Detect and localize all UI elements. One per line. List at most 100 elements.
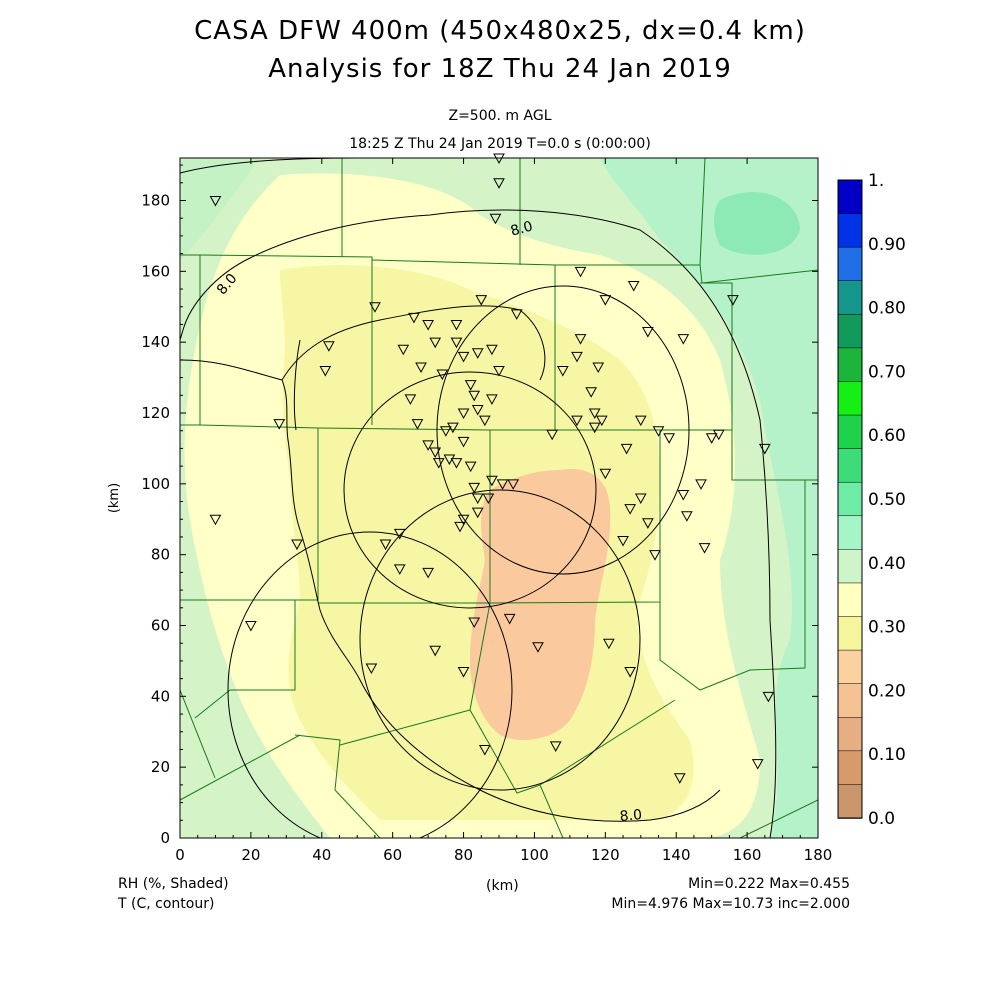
- station-marker: [620, 443, 633, 455]
- colorbar-swatch: [837, 179, 863, 215]
- colorbar-label: 0.20: [868, 681, 906, 701]
- station-marker: [603, 638, 615, 650]
- colorbar-label: 0.10: [868, 745, 906, 765]
- rh-band-030: [280, 265, 694, 820]
- station-marker: [365, 663, 378, 675]
- colorbar-swatch: [837, 246, 863, 282]
- rh-band-020-min: [470, 469, 611, 740]
- field-label-rh: RH (%, Shaded): [118, 876, 229, 892]
- colorbar-swatch: [837, 381, 863, 416]
- level-label: Z=500. m AGL: [448, 108, 552, 124]
- station-marker: [475, 295, 488, 306]
- y-axis-label: (km): [107, 483, 122, 513]
- contour-label: 8.0: [509, 218, 535, 239]
- colorbar-frame: [837, 179, 863, 819]
- station-marker: [482, 493, 495, 505]
- station-marker: [624, 667, 636, 678]
- station-marker: [556, 366, 569, 377]
- plot-title-line2: Analysis for 18Z Thu 24 Jan 2019: [268, 54, 732, 84]
- station-marker: [642, 327, 654, 338]
- colorbar-label: 0.50: [868, 490, 906, 510]
- rh-band-035: [184, 173, 761, 838]
- map-axes: 0 20 40 60 80 100 120 140 160 180 0 20 40 60 80 100 120 1…: [107, 158, 832, 864]
- colorbar-swatch: [837, 414, 863, 450]
- y-tick-label: 40: [151, 687, 170, 705]
- station-marker: [464, 380, 477, 391]
- x-tick-label: 0: [175, 846, 185, 864]
- station-marker: [588, 422, 601, 434]
- station-marker: [571, 351, 583, 363]
- y-tick-label: 100: [141, 475, 170, 493]
- station-marker: [695, 479, 707, 490]
- colorbar-label: 1.: [868, 171, 884, 191]
- x-tick-label: 140: [662, 846, 691, 864]
- station-marker: [454, 521, 466, 533]
- station-marker: [447, 422, 459, 434]
- colorbar-swatch: [837, 582, 863, 618]
- station-marker: [369, 302, 381, 313]
- y-tick-label: 80: [151, 546, 170, 564]
- field-label-t: T (C, contour): [118, 896, 215, 912]
- stats-t: Min=4.976 Max=10.73 inc=2.000: [611, 896, 850, 912]
- radar-ring-sw: [227, 531, 513, 838]
- station-marker: [599, 295, 612, 306]
- station-marker: [291, 539, 303, 551]
- station-marker: [457, 351, 470, 363]
- contour-label: 8.0: [214, 271, 241, 298]
- station-marker: [532, 642, 544, 653]
- y-tick-label: 180: [141, 192, 170, 210]
- station-marker: [457, 667, 470, 678]
- station-marker: [429, 447, 442, 458]
- station-marker: [677, 489, 690, 501]
- station-marker: [677, 334, 690, 345]
- station-marker: [379, 539, 392, 551]
- station-marker: [273, 419, 286, 430]
- station-marker: [751, 759, 764, 770]
- x-tick-label: 80: [454, 846, 473, 864]
- t-contour-north: [180, 158, 361, 174]
- rh-band-050-max: [714, 191, 800, 255]
- colorbar-label: 0.30: [868, 618, 906, 638]
- station-marker: [503, 613, 516, 625]
- station-marker: [493, 178, 505, 189]
- station-marker: [404, 394, 417, 405]
- station-marker: [599, 468, 612, 480]
- station-marker: [617, 536, 629, 547]
- station-marker: [443, 454, 456, 466]
- station-marker: [634, 493, 647, 505]
- station-marker: [457, 514, 470, 526]
- station-marker: [727, 295, 739, 306]
- radar-ring-ne: [436, 285, 690, 575]
- colorbar-swatch: [837, 280, 863, 316]
- y-tick-label: 140: [141, 333, 170, 351]
- station-marker: [429, 645, 442, 657]
- contour-label: 8.0: [619, 807, 643, 825]
- station-marker: [595, 415, 608, 427]
- station-marker: [436, 369, 449, 381]
- station-marker: [411, 419, 424, 430]
- station-marker: [432, 458, 445, 469]
- time-label: 18:25 Z Thu 24 Jan 2019 T=0.0 s (0:00:00…: [349, 136, 651, 152]
- station-marker: [698, 543, 711, 554]
- station-marker: [627, 281, 640, 292]
- station-marker: [471, 348, 484, 359]
- t-contour-outer: [180, 209, 777, 838]
- station-marker: [571, 415, 583, 427]
- t-contour-inner-north: [281, 305, 546, 381]
- station-marker: [478, 415, 491, 427]
- station-marker: [415, 362, 427, 373]
- station-marker: [549, 741, 562, 752]
- radar-stations: [209, 153, 775, 784]
- station-marker: [681, 511, 693, 522]
- station-marker: [758, 443, 771, 455]
- stats-rh: Min=0.222 Max=0.455: [688, 876, 850, 892]
- station-marker: [705, 433, 718, 444]
- station-marker: [471, 507, 484, 519]
- radar-ring-c: [343, 371, 597, 609]
- colorbar-swatch: [837, 784, 863, 819]
- colorbar-swatch: [837, 481, 863, 517]
- x-tick-label: 180: [804, 846, 833, 864]
- colorbar-swatch: [837, 616, 863, 651]
- y-tick-label: 20: [151, 758, 170, 776]
- station-marker: [762, 691, 775, 703]
